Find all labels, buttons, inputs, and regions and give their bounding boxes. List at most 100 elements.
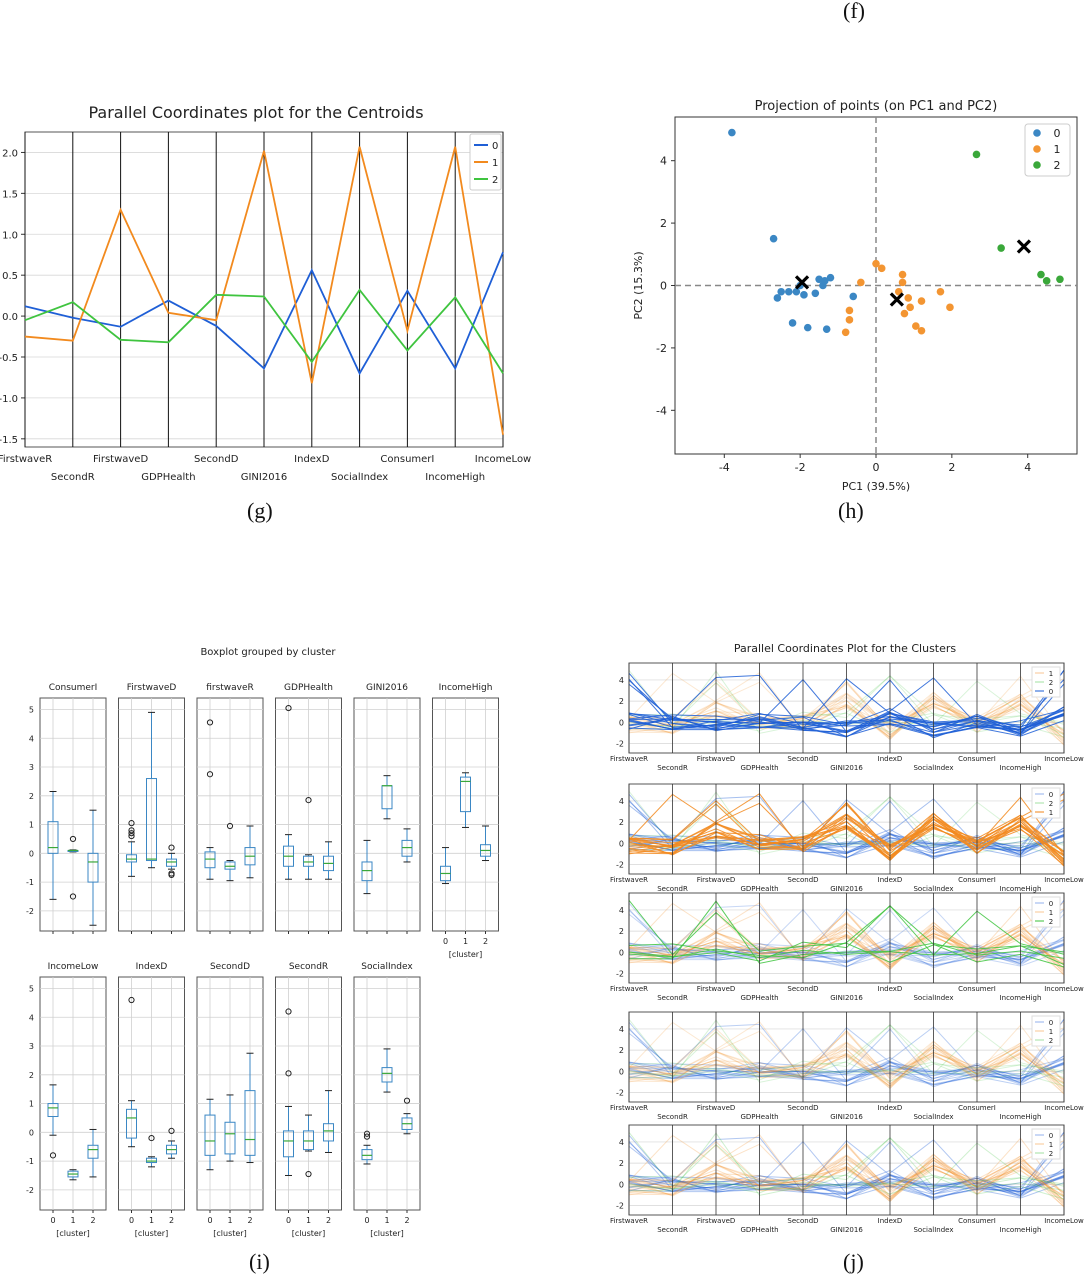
x-tick-label: 2 <box>948 461 955 474</box>
legend-swatch <box>1033 161 1041 169</box>
x-tick-label: SocialIndex <box>913 994 953 1002</box>
box-outlier <box>168 844 175 851</box>
box-outlier <box>128 996 135 1004</box>
x-tick-label: GINI2016 <box>830 1226 863 1234</box>
x-tick-label: IndexD <box>878 1104 903 1112</box>
panel-title: SocialIndex <box>361 962 413 972</box>
legend-label: 1 <box>1049 1141 1053 1149</box>
x-tick-label: FirstwaveD <box>93 454 148 465</box>
box-outlier <box>285 1008 292 1015</box>
y-tick-label: 1 <box>29 1100 34 1109</box>
y-tick-label: 5 <box>29 706 34 715</box>
point-cluster-1 <box>857 278 865 287</box>
box-outlier <box>305 797 312 804</box>
box-outlier <box>206 719 214 726</box>
caption-j: (j) <box>843 1249 864 1274</box>
x-tick-label: 0 <box>129 1216 134 1225</box>
legend-label: 2 <box>1049 1150 1053 1158</box>
x-tick-label: GINI2016 <box>241 472 288 483</box>
legend-label: 0 <box>1049 900 1053 908</box>
x-tick-label: GDPHealth <box>740 1113 778 1121</box>
x-tick-label: 1 <box>70 1216 75 1225</box>
centroid-marker-0 <box>794 275 810 290</box>
y-tick-label: 0 <box>619 1067 624 1076</box>
point-cluster-1 <box>906 303 914 312</box>
x-axis-label: [cluster] <box>370 1229 403 1238</box>
legend-label: 1 <box>492 158 498 169</box>
point-cluster-1 <box>898 270 907 279</box>
caption-h: (h) <box>838 498 864 523</box>
x-tick-label: FirstwaveR <box>610 755 648 763</box>
y-tick-label: -2 <box>656 342 667 355</box>
box-body <box>401 839 413 857</box>
box-body <box>323 1123 334 1142</box>
legend-label: 2 <box>1049 918 1053 926</box>
caption-i: (i) <box>249 1249 270 1274</box>
point-cluster-1 <box>904 294 913 302</box>
x-tick-label: 0 <box>873 461 880 474</box>
y-tick-label: -2 <box>616 969 624 978</box>
point-cluster-2 <box>1042 277 1051 285</box>
chart-h-pca-projection: Projection of points (on PC1 and PC2) -4 -… <box>632 99 1078 493</box>
y-tick-label: -2 <box>616 1088 624 1097</box>
y-tick-label: -2 <box>616 860 624 869</box>
box-body <box>146 778 157 862</box>
y-tick-label: 4 <box>619 906 624 915</box>
point-cluster-0 <box>728 128 736 137</box>
box-body <box>361 861 373 882</box>
y-tick-label: 4 <box>619 797 624 806</box>
chart-title: Boxplot grouped by cluster <box>200 647 336 658</box>
x-tick-label: GINI2016 <box>830 994 863 1002</box>
point-cluster-2 <box>1056 275 1064 284</box>
legend-label: 1 <box>1049 909 1053 917</box>
x-tick-label: SecondD <box>194 454 239 465</box>
chart-g-parallel-centroids: Parallel Coordinates plot for the Centro… <box>0 103 531 483</box>
y-tick-label: 2 <box>619 818 624 827</box>
point-cluster-0 <box>773 294 782 302</box>
box-outlier <box>128 830 135 837</box>
centroid-marker-1 <box>889 292 904 307</box>
box-body <box>146 1157 157 1164</box>
x-tick-label: SecondD <box>787 876 818 884</box>
point-cluster-1 <box>912 322 920 330</box>
box-body <box>224 861 236 870</box>
box-body <box>303 1130 314 1151</box>
x-tick-label: 1 <box>384 1216 389 1225</box>
box-body <box>87 852 99 883</box>
point-cluster-0 <box>821 277 829 285</box>
x-tick-label: 2 <box>90 1216 95 1225</box>
y-tick-label: 0 <box>619 1180 624 1189</box>
box-body <box>87 1144 99 1159</box>
y-tick-label: -1.5 <box>0 435 18 446</box>
panel-title: firstwaveR <box>206 683 254 693</box>
x-tick-label: SecondR <box>657 764 688 772</box>
x-axis-label: [cluster] <box>449 950 482 959</box>
panel-title: FirstwaveD <box>127 683 177 693</box>
point-cluster-0 <box>800 291 808 299</box>
x-tick-label: GDPHealth <box>740 885 778 893</box>
x-tick-label: SecondR <box>51 472 95 483</box>
caption-f: (f) <box>843 0 865 23</box>
y-tick-label: 4 <box>619 676 624 685</box>
x-tick-label: 0 <box>443 937 448 946</box>
point-cluster-0 <box>803 323 812 332</box>
y-tick-label: 0 <box>619 839 624 848</box>
x-tick-label: SocialIndex <box>913 1226 953 1234</box>
legend-swatch <box>1033 145 1041 153</box>
point-cluster-1 <box>877 264 886 273</box>
x-tick-label: 2 <box>326 1216 331 1225</box>
x-tick-label: 0 <box>50 1216 55 1225</box>
chart-title: Projection of points (on PC1 and PC2) <box>755 99 998 114</box>
box-outlier <box>285 704 292 712</box>
x-axis-label: [cluster] <box>135 1229 168 1238</box>
box-body <box>460 776 471 813</box>
x-tick-label: SecondR <box>657 1113 688 1121</box>
x-tick-label: SecondD <box>787 1104 818 1112</box>
x-tick-label: IncomeHigh <box>425 472 485 483</box>
x-tick-label: GDPHealth <box>740 764 778 772</box>
y-tick-label: 1 <box>29 821 34 830</box>
x-axis-label: [cluster] <box>292 1229 325 1238</box>
panel-title: GDPHealth <box>284 683 333 693</box>
legend-label: 0 <box>1049 1019 1053 1027</box>
legend-label: 0 <box>492 141 498 152</box>
